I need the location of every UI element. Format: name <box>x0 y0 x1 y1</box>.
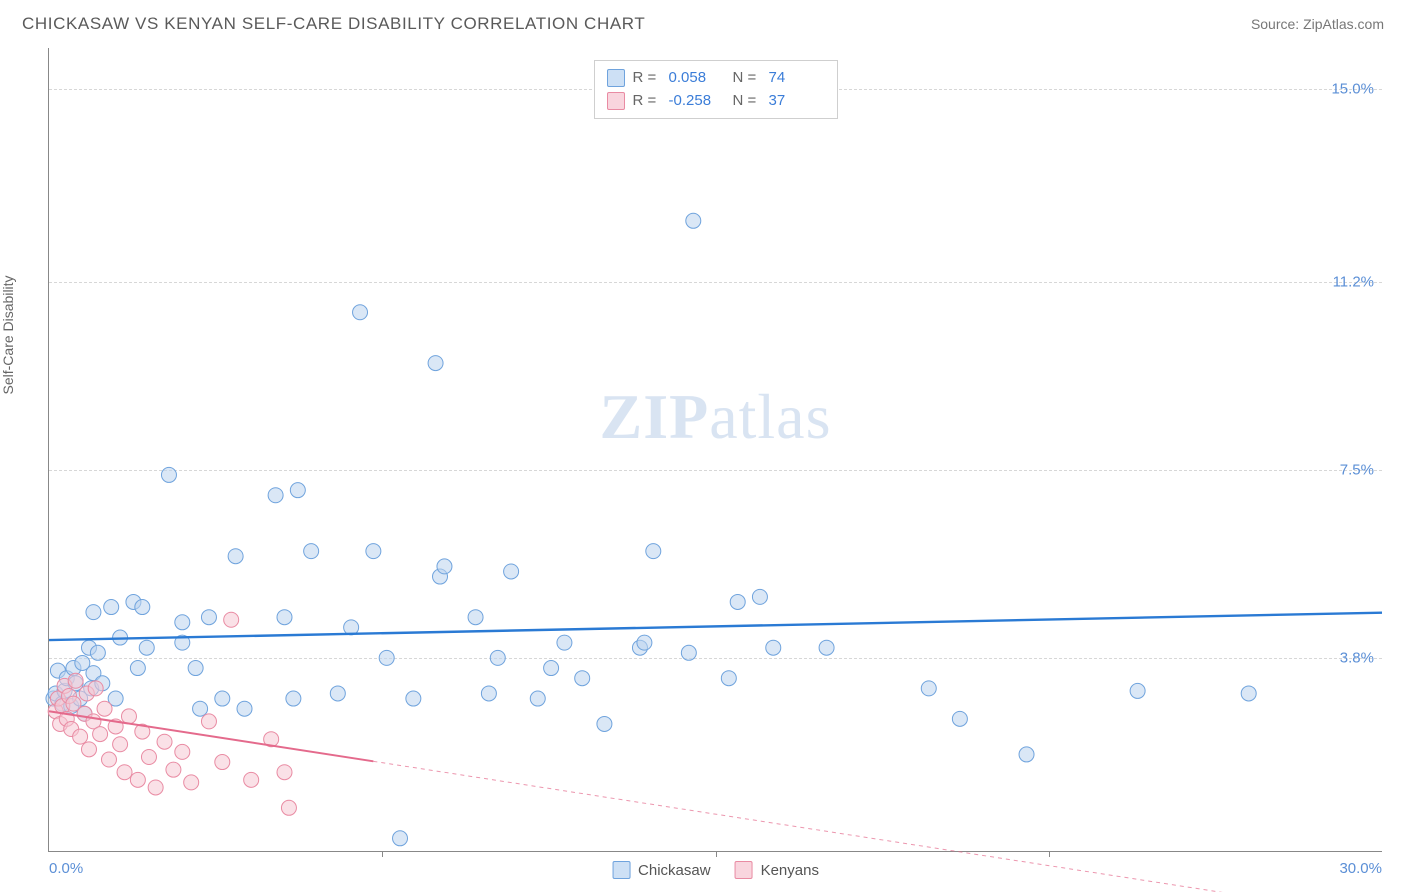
legend-item-kenyans: Kenyans <box>735 861 819 879</box>
legend-swatch-chickasaw <box>612 861 630 879</box>
stat-n-label: N = <box>733 67 761 90</box>
source-label: Source: ZipAtlas.com <box>1251 16 1384 32</box>
stats-row-2: R = -0.258 N = 37 <box>607 90 825 113</box>
x-tick-label: 30.0% <box>1339 860 1382 877</box>
stat-n-2: 37 <box>769 90 825 113</box>
swatch-chickasaw <box>607 69 625 87</box>
legend-label-1: Chickasaw <box>638 862 711 879</box>
stat-r-1: 0.058 <box>669 67 725 90</box>
stat-r-2: -0.258 <box>669 90 725 113</box>
legend-item-chickasaw: Chickasaw <box>612 861 711 879</box>
legend: Chickasaw Kenyans <box>612 861 819 879</box>
scatter-plot <box>49 48 1382 851</box>
chart-area: ZIPatlas 3.8%7.5%11.2%15.0% 0.0%30.0% R … <box>48 48 1382 852</box>
swatch-kenyans <box>607 92 625 110</box>
y-axis-label: Self-Care Disability <box>0 275 16 394</box>
stat-r-label: R = <box>633 90 661 113</box>
stats-row-1: R = 0.058 N = 74 <box>607 67 825 90</box>
stat-r-label: R = <box>633 67 661 90</box>
x-tick-label: 0.0% <box>49 860 83 877</box>
legend-label-2: Kenyans <box>761 862 819 879</box>
legend-swatch-kenyans <box>735 861 753 879</box>
stat-n-label: N = <box>733 90 761 113</box>
chart-title: CHICKASAW VS KENYAN SELF-CARE DISABILITY… <box>22 14 645 34</box>
stat-n-1: 74 <box>769 67 825 90</box>
stats-box: R = 0.058 N = 74 R = -0.258 N = 37 <box>594 60 838 119</box>
